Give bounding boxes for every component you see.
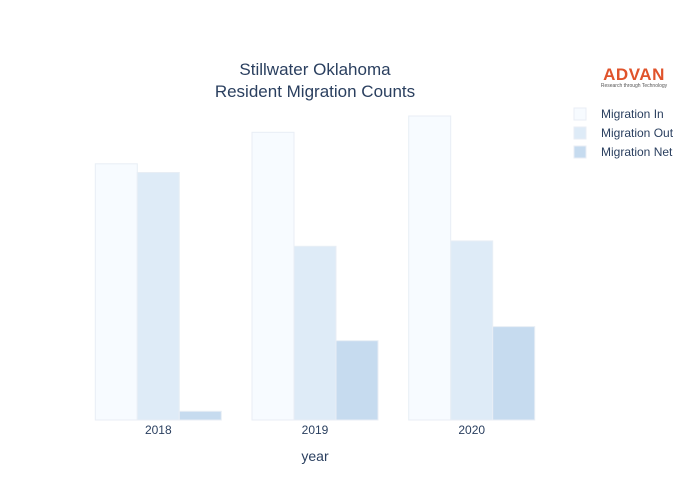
bar-migration-net-2019[interactable] xyxy=(335,340,379,421)
bar-migration-out-2018[interactable] xyxy=(136,172,180,421)
legend-label: Migration Net xyxy=(601,145,673,159)
bar-migration-out-2019[interactable] xyxy=(293,245,337,421)
logo-tagline: Research through Technology xyxy=(600,83,668,89)
x-tick-label-2020: 2020 xyxy=(458,423,485,437)
bar-migration-in-2020[interactable] xyxy=(408,115,452,421)
bar-migration-in-2019[interactable] xyxy=(251,131,295,421)
advan-logo: ADVAN Research through Technology xyxy=(588,66,680,92)
legend-item-migration-net[interactable]: Migration Net xyxy=(573,145,673,159)
bar-migration-in-2018[interactable] xyxy=(94,163,138,421)
bar-group xyxy=(94,115,536,421)
x-tick-labels: 2018 2019 2020 xyxy=(145,423,485,437)
x-axis-title: year xyxy=(301,448,329,464)
legend[interactable]: Migration In Migration Out Migration Net xyxy=(573,107,674,159)
legend-swatch xyxy=(573,145,587,159)
legend-item-migration-out[interactable]: Migration Out xyxy=(573,126,674,140)
legend-item-migration-in[interactable]: Migration In xyxy=(573,107,664,121)
bar-migration-net-2020[interactable] xyxy=(492,326,536,421)
legend-label: Migration In xyxy=(601,107,664,121)
x-tick-label-2018: 2018 xyxy=(145,423,172,437)
bar-migration-net-2018[interactable] xyxy=(178,410,222,421)
legend-label: Migration Out xyxy=(601,126,674,140)
chart-title-line-1: Stillwater Oklahoma xyxy=(239,60,391,79)
legend-swatch xyxy=(573,126,587,140)
legend-swatch xyxy=(573,107,587,121)
chart-title-line-2: Resident Migration Counts xyxy=(215,82,415,101)
bar-migration-out-2020[interactable] xyxy=(450,240,494,421)
x-tick-label-2019: 2019 xyxy=(302,423,329,437)
logo-wordmark: ADVAN xyxy=(603,65,665,84)
